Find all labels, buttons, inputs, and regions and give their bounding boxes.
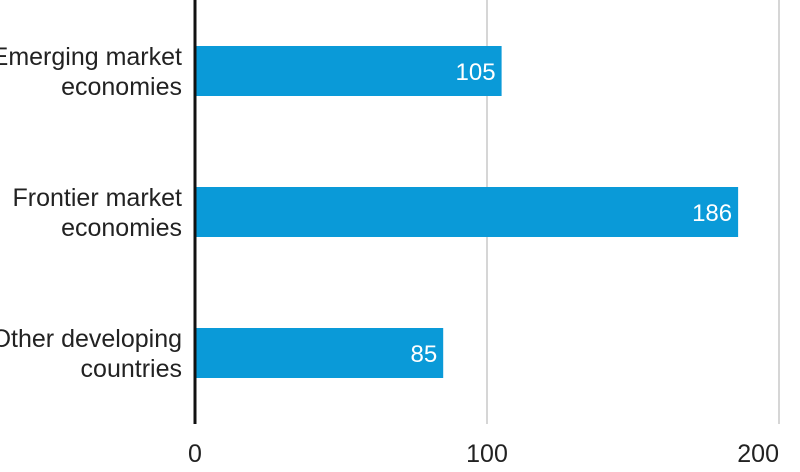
category-label-line-2-1: countries: [81, 355, 182, 383]
x-tick-label-0: 0: [188, 440, 202, 468]
bar-0: [195, 46, 502, 96]
x-tick-labels: 0 100 200: [188, 440, 779, 468]
category-label-1: Frontier market economies: [13, 184, 183, 242]
category-label-0: Emerging market economies: [0, 43, 182, 101]
bar-value-label-0: 105: [456, 59, 496, 86]
bar-2: [195, 328, 444, 378]
x-tick-label-200: 200: [737, 440, 779, 468]
category-label-2: Other developing countries: [0, 325, 182, 383]
category-label-line-1-1: economies: [61, 214, 182, 242]
category-label-line-1-0: Frontier market: [13, 184, 183, 212]
x-tick-label-100: 100: [466, 440, 508, 468]
bar-1: [195, 187, 739, 237]
category-label-line-0-0: Emerging market: [0, 43, 182, 71]
bar-value-label-2: 85: [410, 341, 437, 368]
category-label-line-2-0: Other developing: [0, 325, 182, 353]
bars: 105 186 85: [195, 46, 739, 378]
category-label-line-0-1: economies: [61, 73, 182, 101]
bar-value-label-1: 186: [692, 200, 732, 227]
